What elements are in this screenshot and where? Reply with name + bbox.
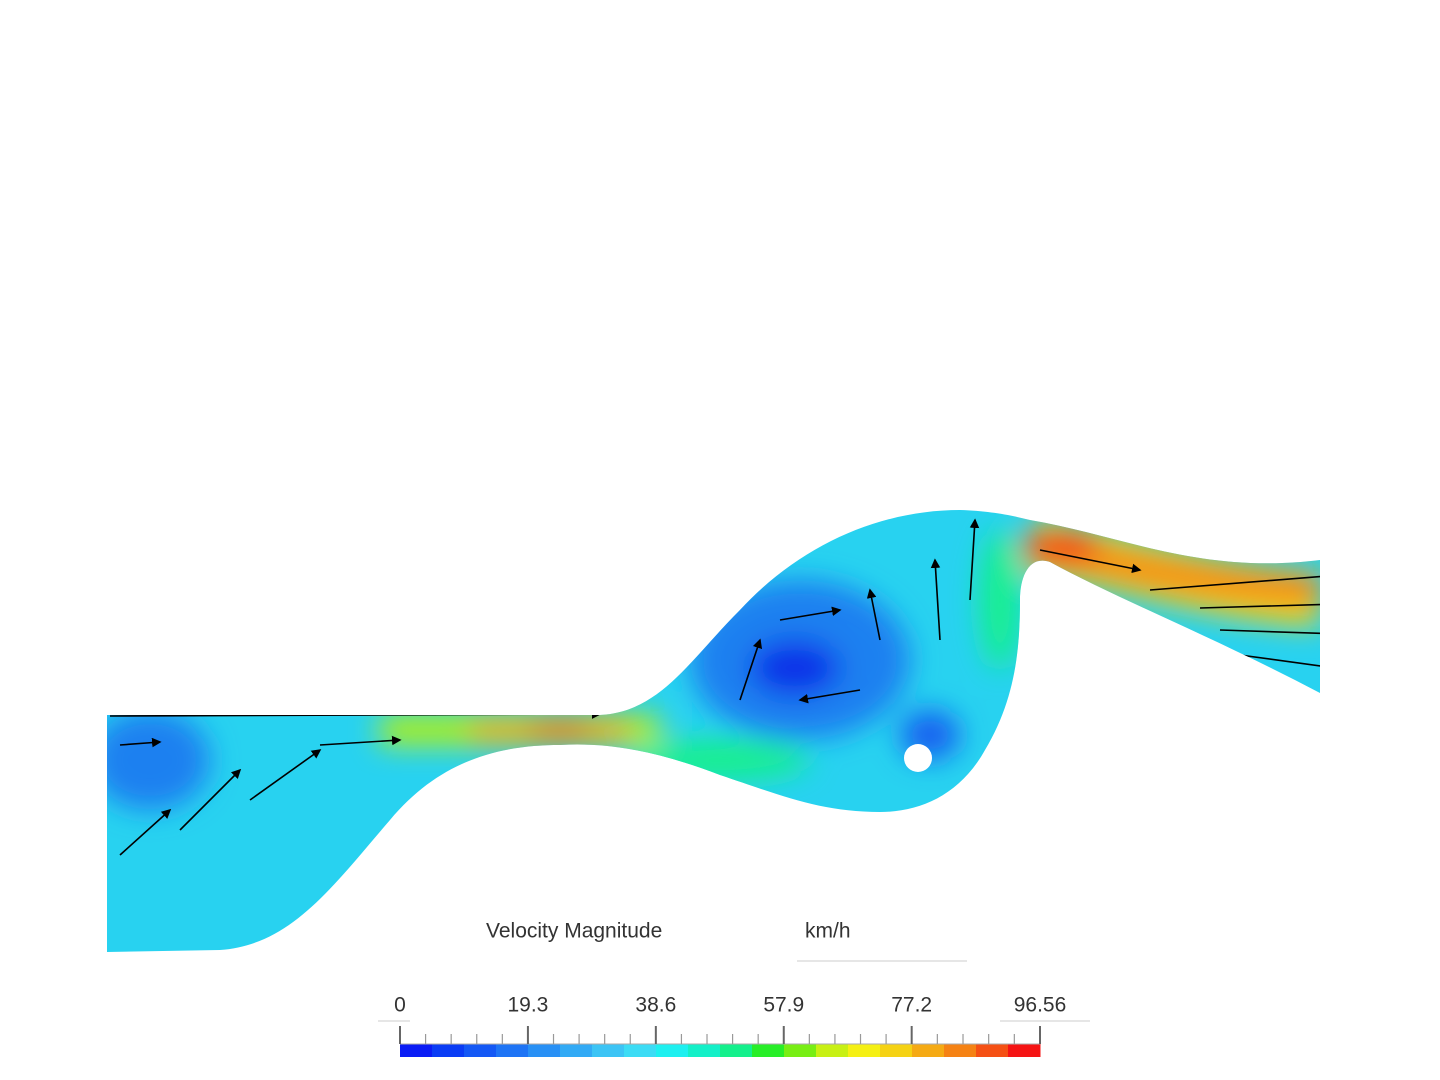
tick-label: 77.2 [891,994,932,1017]
color-swatch [464,1044,497,1057]
color-swatch [848,1044,881,1057]
color-swatch [592,1044,625,1057]
velocity-field [107,510,1320,952]
tick-label: 38.6 [635,994,676,1017]
color-swatch [560,1044,593,1057]
color-swatch [720,1044,753,1057]
legend-title: Velocity Magnitude [486,920,662,943]
color-swatch [400,1044,433,1057]
color-swatch [976,1044,1009,1057]
color-swatch [880,1044,913,1057]
colorbar: 0 19.3 38.6 57.9 77.2 96.56 [394,994,1066,1057]
color-swatch [624,1044,657,1057]
tick-label: 19.3 [507,994,548,1017]
color-swatch [528,1044,561,1057]
color-swatch [656,1044,689,1057]
color-swatch [816,1044,849,1057]
color-swatch [944,1044,977,1057]
color-swatch [912,1044,945,1057]
color-swatch [1008,1044,1041,1057]
tick-label: 0 [394,994,406,1017]
color-swatch [752,1044,785,1057]
tick-label: 96.56 [1014,994,1067,1017]
tick-label: 57.9 [763,994,804,1017]
color-swatch [496,1044,529,1057]
legend-unit: km/h [805,920,851,943]
color-swatch [784,1044,817,1057]
color-swatch [432,1044,465,1057]
color-swatch [688,1044,721,1057]
